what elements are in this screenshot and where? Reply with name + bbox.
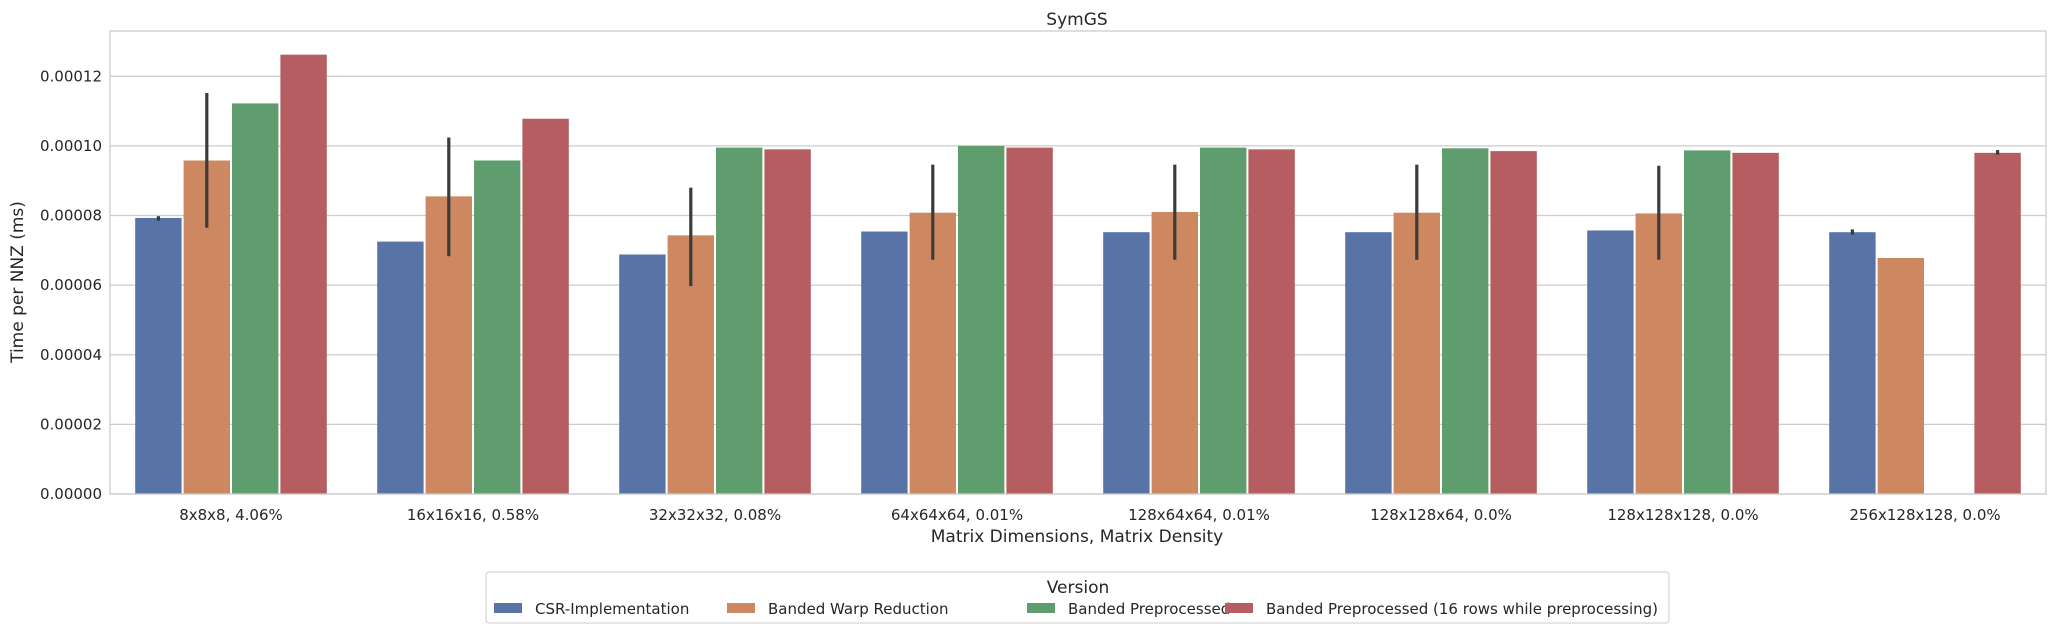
x-tick-labels: 8x8x8, 4.06% 16x16x16, 0.58% 32x32x32, 0.0… <box>179 506 2000 524</box>
bar <box>1442 148 1488 494</box>
bar <box>1587 230 1633 494</box>
bar <box>1345 232 1391 494</box>
chart-title: SymGS <box>1046 10 1107 30</box>
x-tick-label: 8x8x8, 4.06% <box>179 506 283 524</box>
legend-swatch <box>727 603 755 613</box>
bar <box>522 119 568 494</box>
x-axis-label: Matrix Dimensions, Matrix Density <box>931 527 1224 547</box>
legend-title: Version <box>1047 578 1110 598</box>
y-tick-label: 0.00002 <box>40 415 102 433</box>
legend-label: Banded Preprocessed (16 rows while prepr… <box>1266 600 1658 618</box>
y-tick-label: 0.00012 <box>40 67 102 85</box>
y-tick-labels: 0.00000 0.00002 0.00004 0.00006 0.00008 0.000… <box>40 67 102 503</box>
bar <box>1878 258 1924 494</box>
bar <box>377 242 423 494</box>
bar <box>1684 150 1730 494</box>
legend-swatch <box>1225 603 1253 613</box>
legend-label: Banded Warp Reduction <box>768 600 949 618</box>
bar <box>1006 148 1052 494</box>
legend-swatch <box>494 603 522 613</box>
y-tick-label: 0.00006 <box>40 276 102 294</box>
bar <box>1732 153 1778 494</box>
x-tick-label: 128x128x64, 0.0% <box>1370 506 1512 524</box>
legend: Version CSR-Implementation Banded Warp Re… <box>486 572 1669 623</box>
y-axis-label: Time per NNZ (ms) <box>8 201 28 364</box>
x-tick-label: 16x16x16, 0.58% <box>407 506 539 524</box>
bar <box>474 161 520 494</box>
legend-items: CSR-Implementation Banded Warp Reduction B… <box>494 600 1658 618</box>
legend-label: CSR-Implementation <box>535 600 689 618</box>
bar <box>958 146 1004 494</box>
y-tick-label: 0.00004 <box>40 346 102 364</box>
x-tick-label: 128x64x64, 0.01% <box>1128 506 1270 524</box>
y-tick-label: 0.00000 <box>40 485 102 503</box>
legend-label: Banded Preprocessed <box>1068 600 1230 618</box>
bars <box>135 55 2021 494</box>
bar <box>135 218 181 494</box>
bar <box>1200 148 1246 494</box>
y-tick-label: 0.00008 <box>40 207 102 225</box>
bar <box>1248 149 1294 494</box>
bar <box>861 232 907 494</box>
bar <box>619 254 665 494</box>
bar <box>716 148 762 494</box>
y-tick-label: 0.00010 <box>40 137 102 155</box>
bar <box>1829 232 1875 494</box>
bar <box>232 103 278 494</box>
bar <box>280 55 326 494</box>
bar <box>764 149 810 494</box>
bar <box>1974 153 2020 494</box>
x-tick-label: 128x128x128, 0.0% <box>1607 506 1758 524</box>
x-tick-label: 32x32x32, 0.08% <box>649 506 781 524</box>
x-tick-label: 64x64x64, 0.01% <box>891 506 1023 524</box>
bar <box>1490 151 1536 494</box>
x-tick-label: 256x128x128, 0.0% <box>1849 506 2000 524</box>
legend-swatch <box>1027 603 1055 613</box>
bar <box>1103 232 1149 494</box>
